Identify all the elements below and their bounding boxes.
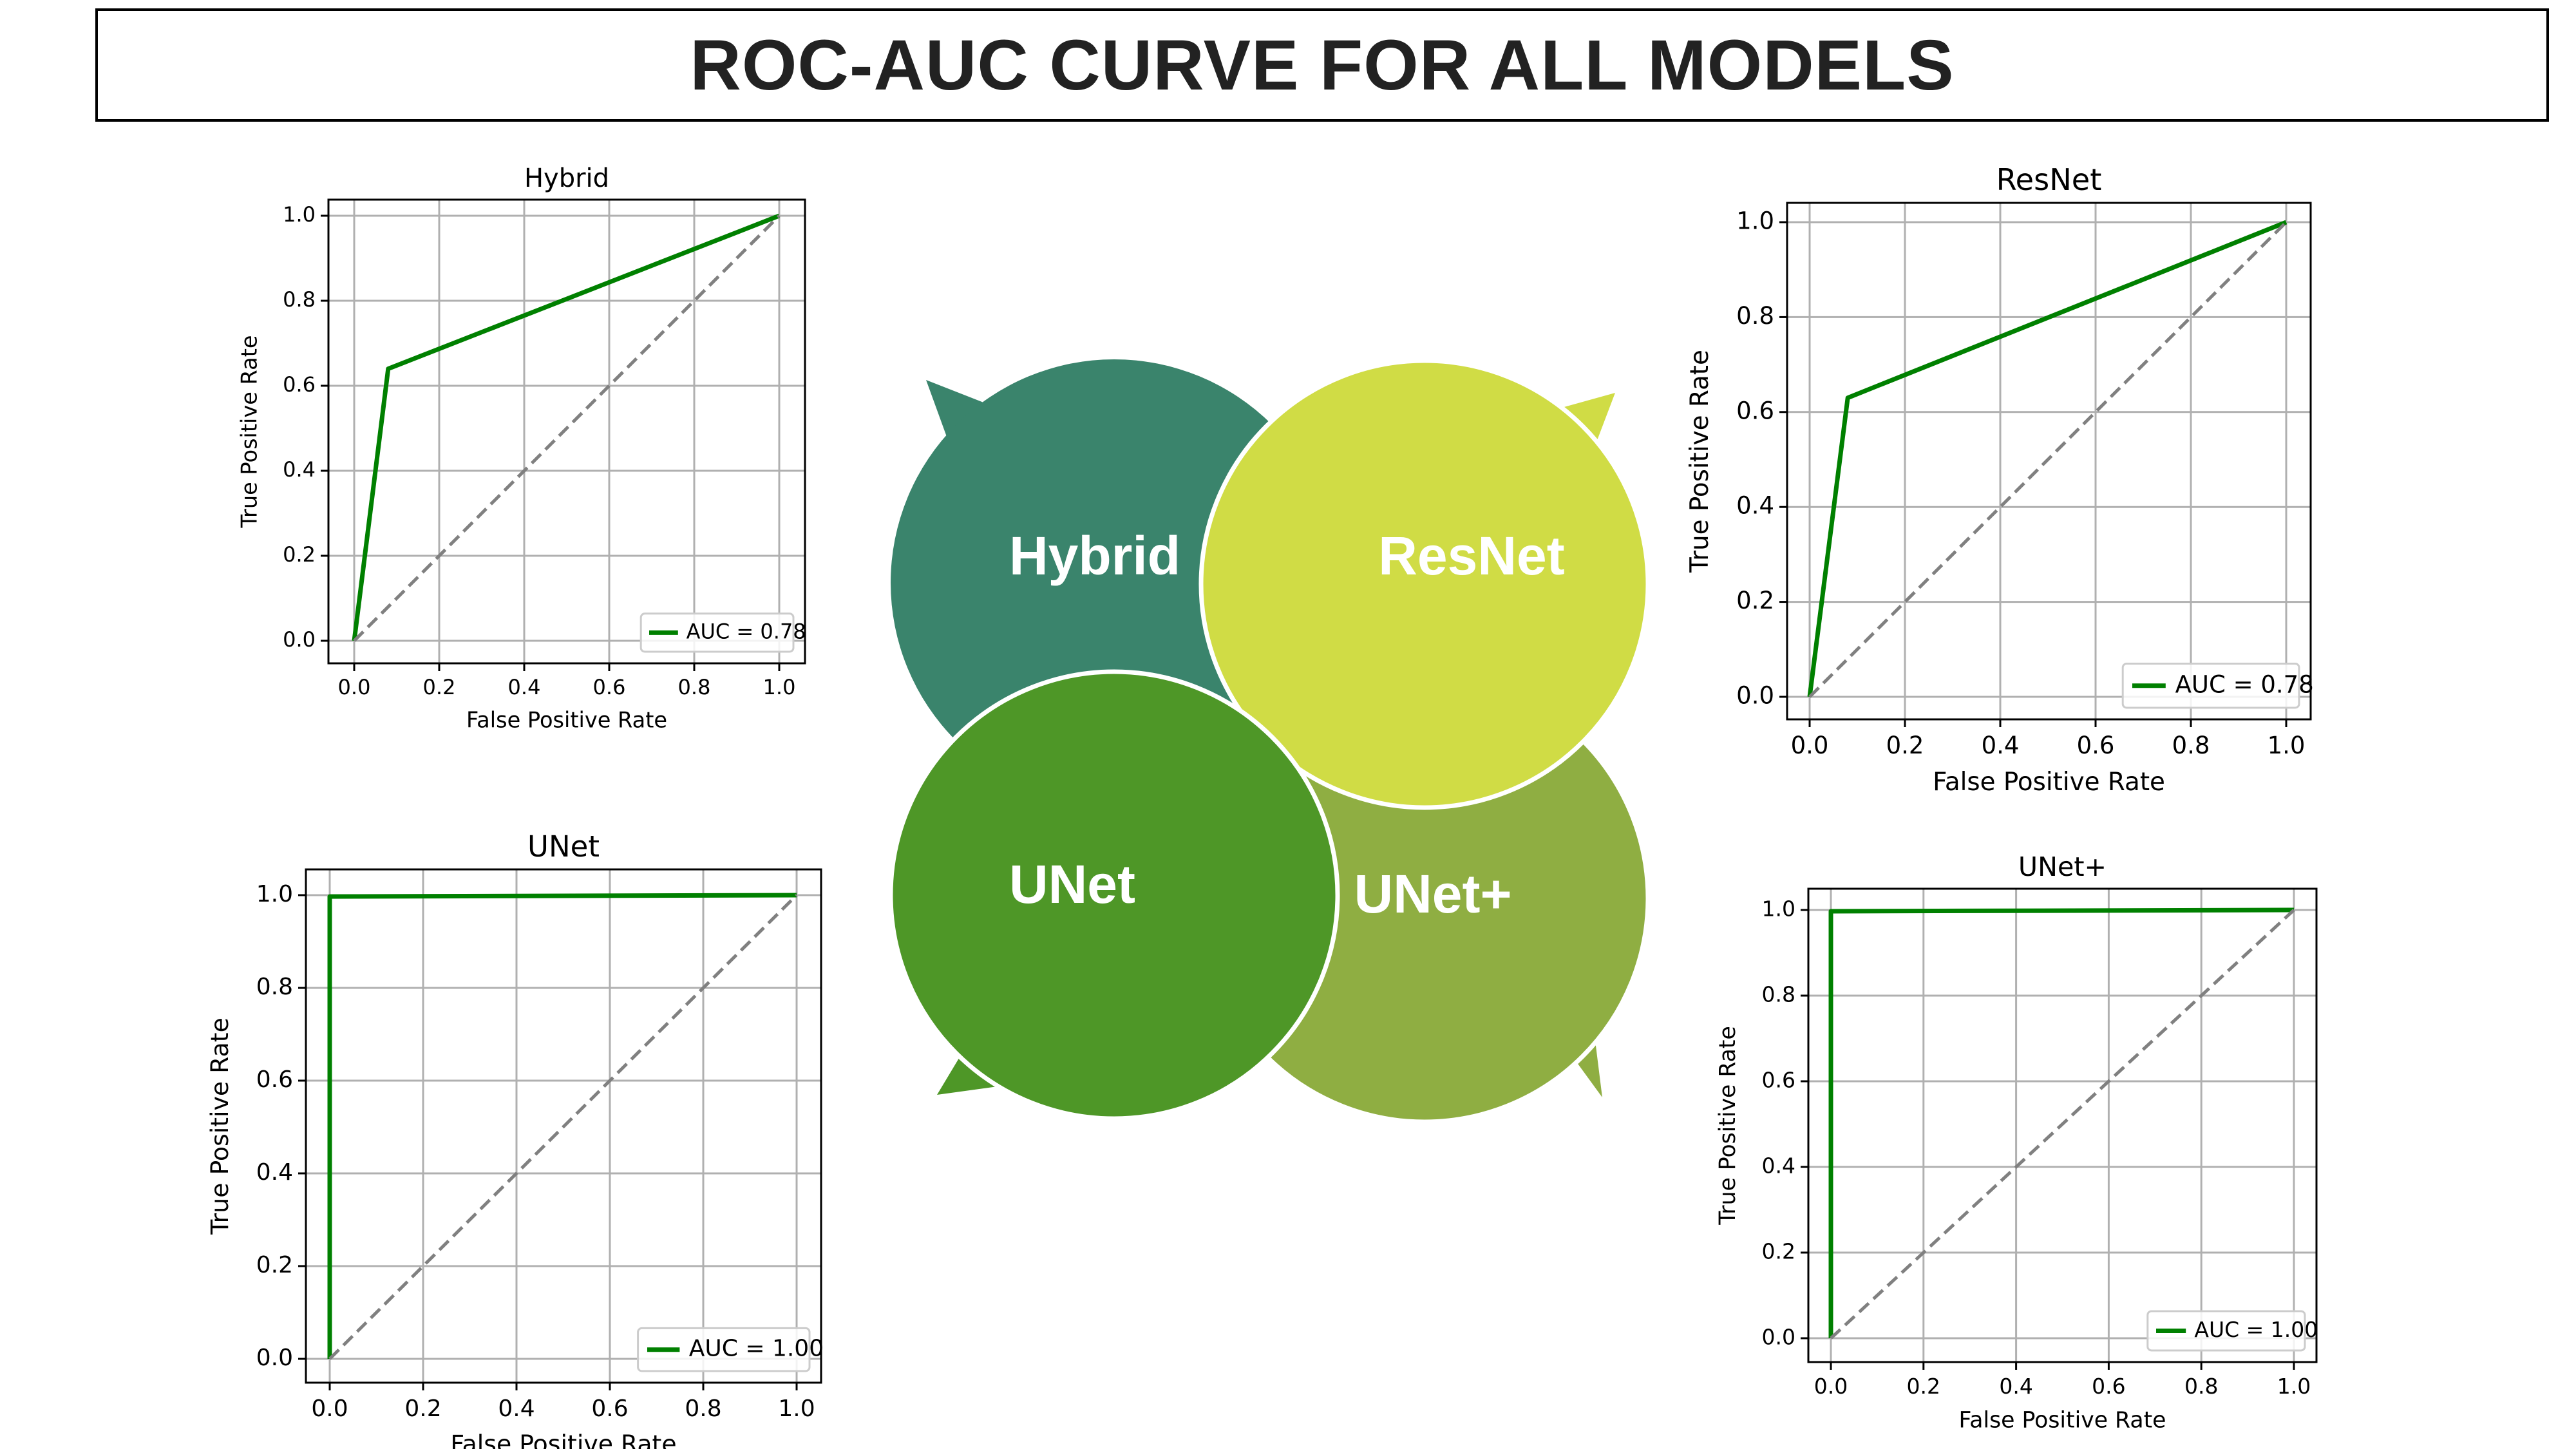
- chance-diagonal-line: [1830, 909, 2295, 1340]
- y-tick-label: 0.6: [1762, 1068, 1795, 1093]
- chart-title: UNet: [527, 829, 600, 864]
- y-tick-label: 1.0: [256, 881, 293, 907]
- x-tick-label: 1.0: [2277, 1374, 2311, 1399]
- y-tick-label: 0.8: [1762, 982, 1795, 1007]
- x-tick-label: 0.6: [593, 675, 626, 699]
- chart-title: UNet+: [2018, 851, 2107, 882]
- y-tick-label: 0.2: [1762, 1239, 1795, 1264]
- y-tick-label: 0.2: [1736, 587, 1774, 614]
- y-tick-label: 1.0: [1736, 207, 1774, 235]
- unet-circle: [888, 669, 1340, 1121]
- x-tick-label: 0.0: [1791, 732, 1829, 759]
- x-axis-label: False Positive Rate: [1933, 768, 2165, 797]
- x-axis-label: False Positive Rate: [466, 708, 667, 733]
- legend-box: [2121, 663, 2300, 709]
- x-tick-label: 0.2: [1907, 1374, 1940, 1399]
- y-tick-label: 0.0: [283, 627, 316, 652]
- y-axis-label: True Positive Rate: [1685, 350, 1714, 573]
- x-tick-label: 0.4: [498, 1396, 535, 1422]
- y-tick-label: 0.6: [283, 372, 316, 397]
- resnet-label: ResNet: [1378, 526, 1564, 586]
- x-tick-label: 0.0: [338, 675, 371, 699]
- y-tick-label: 0.0: [1736, 682, 1774, 710]
- x-tick-label: 1.0: [2268, 732, 2306, 759]
- y-tick-label: 0.8: [256, 974, 293, 1000]
- legend-box: [639, 612, 795, 653]
- y-tick-label: 0.8: [283, 287, 316, 312]
- hybrid-circle: [891, 359, 1338, 806]
- model-circles-graphic: Hybrid ResNet UNet UNet+: [888, 358, 1651, 1124]
- legend-box: [2146, 1310, 2306, 1352]
- resnet-circle: [1198, 358, 1651, 810]
- legend-label: AUC = 1.00: [689, 1336, 824, 1362]
- y-tick-label: 1.0: [283, 202, 316, 227]
- x-tick-label: 0.8: [2172, 732, 2210, 759]
- chance-diagonal-line: [353, 214, 781, 642]
- hybrid-label: Hybrid: [1009, 526, 1180, 586]
- y-axis-label: True Positive Rate: [205, 1018, 234, 1235]
- y-tick-label: 0.4: [256, 1159, 293, 1186]
- x-tick-label: 1.0: [778, 1396, 815, 1422]
- y-tick-label: 0.6: [256, 1066, 293, 1093]
- roc-curve-line: [1828, 907, 2295, 1338]
- roc-curve-line: [327, 893, 797, 1359]
- unet-label: UNet: [1009, 854, 1135, 914]
- y-tick-label: 0.8: [1736, 302, 1774, 330]
- x-tick-label: 0.0: [311, 1396, 348, 1422]
- plot-frame: [1807, 887, 2318, 1363]
- roc-curve-line: [1807, 220, 2287, 697]
- x-tick-label: 0.6: [2077, 732, 2115, 759]
- x-tick-label: 0.4: [1982, 732, 2020, 759]
- x-tick-label: 1.0: [763, 675, 796, 699]
- unetplus-label: UNet+: [1354, 864, 1511, 924]
- chance-diagonal-line: [1808, 221, 2287, 698]
- x-tick-label: 0.8: [685, 1396, 721, 1422]
- y-tick-label: 0.0: [256, 1345, 293, 1371]
- chart-title: ResNet: [1996, 162, 2102, 197]
- legend-label: AUC = 1.00: [2194, 1317, 2318, 1342]
- y-tick-label: 0.4: [1762, 1153, 1795, 1179]
- x-tick-label: 0.2: [404, 1396, 441, 1422]
- hybrid-roc-chart: 0.0 0.0 0.2 0.2 0.4 0.4 0.6 0.6 0.8 0.8 1.0 1.0 Hybr…: [236, 164, 806, 733]
- roc-charts: 0.0 0.0 0.2 0.2 0.4 0.4 0.6 0.6 0.8 0.8 1.0 1.0 Hybr…: [205, 162, 2318, 1449]
- unet-roc-chart: 0.0 0.0 0.2 0.2 0.4 0.4 0.6 0.6 0.8 0.8 1.0 1.0 UNet…: [205, 829, 824, 1449]
- y-tick-label: 0.0: [1762, 1325, 1795, 1350]
- legend-label: AUC = 0.78: [2175, 670, 2314, 698]
- x-tick-label: 0.2: [423, 675, 456, 699]
- y-tick-label: 1.0: [1762, 896, 1795, 922]
- x-tick-label: 0.8: [2184, 1374, 2218, 1399]
- y-tick-label: 0.2: [256, 1252, 293, 1278]
- chance-diagonal-line: [328, 894, 798, 1360]
- legend-label: AUC = 0.78: [687, 619, 806, 643]
- y-tick-label: 0.6: [1736, 397, 1774, 424]
- y-axis-label: True Positive Rate: [236, 335, 261, 528]
- plot-frame: [1786, 202, 2312, 721]
- x-tick-label: 0.4: [1999, 1374, 2032, 1399]
- roc-curve-line: [352, 213, 781, 641]
- page-title-box: ROC-AUC CURVE FOR ALL MODELS: [95, 8, 2549, 122]
- page-title: ROC-AUC CURVE FOR ALL MODELS: [690, 25, 1955, 105]
- x-tick-label: 0.8: [678, 675, 711, 699]
- x-tick-label: 0.6: [591, 1396, 628, 1422]
- y-axis-label: True Positive Rate: [1715, 1026, 1741, 1226]
- y-tick-label: 0.2: [283, 542, 316, 567]
- x-axis-label: False Positive Rate: [1959, 1408, 2166, 1434]
- y-tick-label: 0.4: [1736, 492, 1774, 520]
- x-tick-label: 0.4: [508, 675, 541, 699]
- legend-box: [637, 1327, 811, 1372]
- plot-frame: [327, 198, 806, 665]
- chart-title: Hybrid: [524, 164, 609, 193]
- x-tick-label: 0.0: [1814, 1374, 1848, 1399]
- y-tick-label: 0.4: [283, 457, 316, 482]
- plot-frame: [305, 868, 822, 1384]
- resnet-roc-chart: 0.0 0.0 0.2 0.2 0.4 0.4 0.6 0.6 0.8 0.8 1.0 1.0 ResN…: [1685, 162, 2314, 797]
- unetplus-roc-chart: 0.0 0.0 0.2 0.2 0.4 0.4 0.6 0.6 0.8 0.8 1.0 1.0 UNet…: [1715, 851, 2318, 1434]
- x-tick-label: 0.2: [1886, 732, 1924, 759]
- x-tick-label: 0.6: [2092, 1374, 2125, 1399]
- hybrid-circle-pointer: [926, 380, 995, 451]
- x-axis-label: False Positive Rate: [450, 1430, 676, 1449]
